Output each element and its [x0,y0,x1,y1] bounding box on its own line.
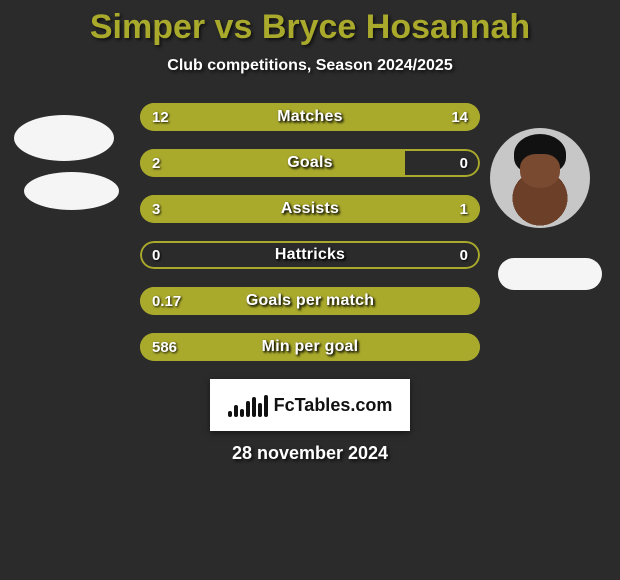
player-left-avatar-placeholder [14,115,114,161]
comparison-card: Simper vs Bryce Hosannah Club competitio… [0,0,620,580]
stat-value-right [456,287,480,315]
stat-value-left: 0.17 [140,287,193,315]
stat-value-left: 12 [140,103,181,131]
stat-row: Goals per match0.17 [140,287,480,315]
logo-text: FcTables.com [274,395,393,416]
stat-value-left: 0 [140,241,172,269]
stat-value-left: 2 [140,149,172,177]
stat-value-left: 586 [140,333,189,361]
stat-value-right: 1 [448,195,480,223]
stat-label: Hattricks [140,241,480,269]
stat-value-left: 3 [140,195,172,223]
stat-bars: Matches1214Goals20Assists31Hattricks00Go… [140,103,480,361]
player-right-name-pill [498,258,602,290]
stat-value-right: 14 [439,103,480,131]
fctables-logo[interactable]: FcTables.com [210,379,410,431]
stat-value-right: 0 [448,149,480,177]
player-right-avatar [490,128,590,228]
stat-value-right: 0 [448,241,480,269]
logo-bars-icon [228,393,268,417]
stat-label: Goals [140,149,480,177]
stat-value-right [456,333,480,361]
stat-row: Assists3 1 [140,195,480,223]
stat-row: Min per goal586 [140,333,480,361]
stat-row: Goals2 0 [140,149,480,177]
page-subtitle: Club competitions, Season 2024/2025 [0,57,620,75]
stat-label: Assists [140,195,480,223]
stat-row: Matches12 14 [140,103,480,131]
page-title: Simper vs Bryce Hosannah [0,8,620,47]
card-date: 28 november 2024 [0,443,620,464]
stat-row: Hattricks0 0 [140,241,480,269]
stat-label: Min per goal [140,333,480,361]
player-left-avatar-placeholder-2 [24,172,119,210]
stat-label: Matches [140,103,480,131]
